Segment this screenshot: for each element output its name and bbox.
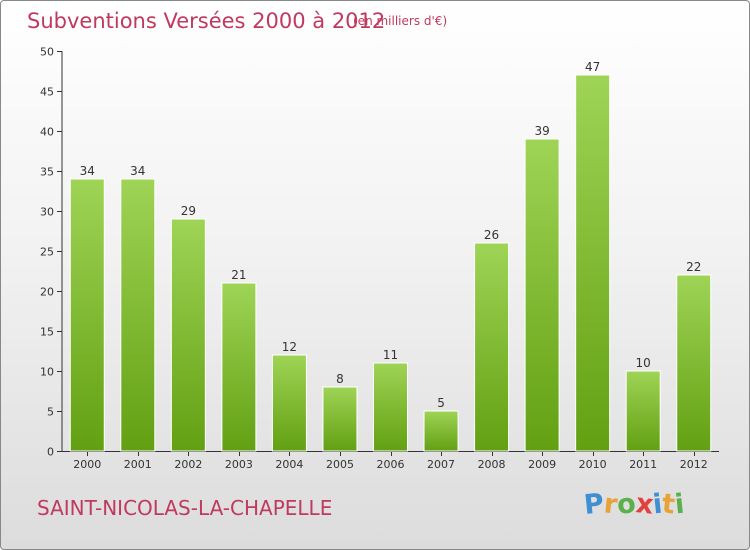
- data-label-2012: 22: [686, 260, 701, 274]
- x-tick-label-2004: 2004: [275, 458, 303, 471]
- y-tick-label: 40: [40, 126, 54, 139]
- bar-2004: [271, 354, 307, 452]
- logo-letter: i: [673, 488, 687, 521]
- bar-2007: [423, 410, 459, 452]
- y-tick-label: 50: [40, 46, 54, 59]
- y-tick-label: 5: [47, 406, 54, 419]
- data-label-2008: 26: [484, 228, 499, 242]
- x-tick-label-2007: 2007: [427, 458, 455, 471]
- bar-2000: [69, 178, 105, 452]
- data-label-2009: 39: [534, 124, 549, 138]
- bar-2002: [170, 218, 206, 452]
- proxiti-logo: Proxiti: [582, 488, 687, 521]
- chart-subtitle: (en milliers d'€): [353, 14, 448, 28]
- bar-2005: [322, 386, 358, 452]
- bar-2006: [373, 362, 408, 452]
- axes: 0 5 10 15 20 25 30 35 40 45 50 2000 2001 2002 2003 2004…: [40, 46, 719, 471]
- bar-2001: [120, 178, 156, 452]
- data-label-2000: 34: [80, 164, 95, 178]
- x-tick-label-2000: 2000: [73, 458, 101, 471]
- x-tick-label-2010: 2010: [579, 458, 607, 471]
- x-tick-label-2002: 2002: [174, 458, 202, 471]
- x-tick-label-2008: 2008: [478, 458, 506, 471]
- bar-2010: [575, 74, 611, 452]
- y-tick-label: 15: [40, 326, 54, 339]
- y-tick-label: 0: [47, 446, 54, 459]
- data-label-2007: 5: [437, 396, 445, 410]
- x-tick-label-2009: 2009: [528, 458, 556, 471]
- x-tick-label-2003: 2003: [225, 458, 253, 471]
- data-label-2001: 34: [130, 164, 145, 178]
- x-tick-label-2001: 2001: [124, 458, 152, 471]
- y-tick-label: 10: [40, 366, 54, 379]
- y-tick-label: 35: [40, 166, 54, 179]
- y-tick-label: 20: [40, 286, 54, 299]
- bars: 34 34 29 21 12 8 11 5 26 39 47 10 22: [69, 60, 712, 452]
- bar-2003: [221, 282, 257, 452]
- bar-2012: [676, 274, 712, 452]
- chart-title: Subventions Versées 2000 à 2012: [27, 9, 386, 33]
- data-label-2010: 47: [585, 60, 600, 74]
- data-label-2004: 12: [282, 340, 297, 354]
- data-label-2002: 29: [181, 204, 196, 218]
- x-tick-label-2012: 2012: [680, 458, 708, 471]
- bar-2009: [524, 138, 560, 452]
- place-name: SAINT-NICOLAS-LA-CHAPELLE: [37, 496, 333, 520]
- y-tick-label: 25: [40, 246, 54, 259]
- data-label-2005: 8: [336, 372, 344, 386]
- x-tick-label-2005: 2005: [326, 458, 354, 471]
- y-tick-label: 30: [40, 206, 54, 219]
- data-label-2011: 10: [636, 356, 651, 370]
- x-tick-label-2006: 2006: [377, 458, 405, 471]
- bar-2011: [625, 370, 661, 452]
- x-tick-label-2011: 2011: [629, 458, 657, 471]
- bar-2008: [474, 242, 510, 452]
- data-label-2006: 11: [383, 348, 398, 362]
- data-label-2003: 21: [231, 268, 246, 282]
- y-tick-label: 45: [40, 86, 54, 99]
